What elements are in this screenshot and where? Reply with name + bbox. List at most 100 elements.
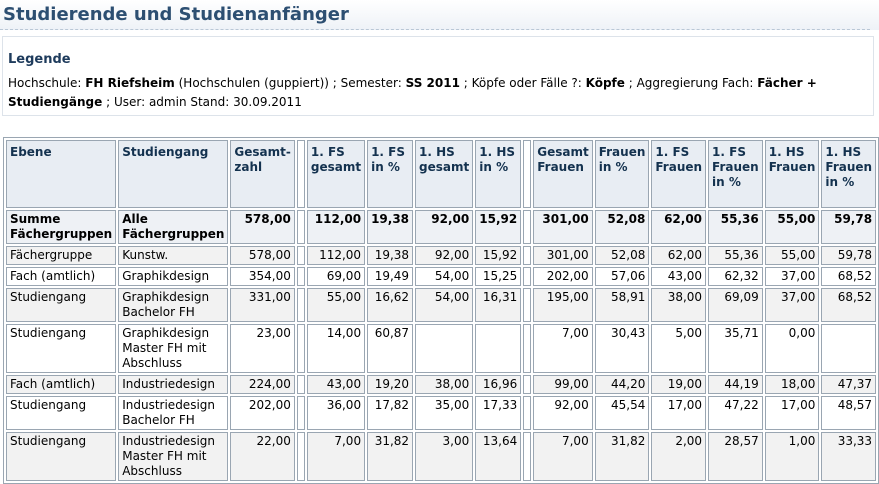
cell-hs1-pct: 15,92 xyxy=(475,246,522,265)
cell-gesamt-frauen: 92,00 xyxy=(533,396,593,430)
cell-frauen-pct: 30,43 xyxy=(594,324,650,373)
table-row: Studiengang Graphikdesign Bachelor FH 331,… xyxy=(6,288,877,322)
cell-hs1-gesamt: 54,00 xyxy=(415,267,474,286)
header-studiengang[interactable]: Studiengang xyxy=(118,140,229,208)
cell-gesamt-frauen: 301,00 xyxy=(533,246,593,265)
data-table: Ebene Studiengang Gesamt-zahl 1. FS gesa… xyxy=(3,137,879,484)
header-fs1-frauen[interactable]: 1. FS Frauen xyxy=(651,140,707,208)
header-spacer xyxy=(296,140,305,208)
cell-fs1-gesamt: 112,00 xyxy=(306,246,366,265)
cell-studiengang: Graphikdesign Bachelor FH xyxy=(118,288,229,322)
cell-hs1-frauen-pct xyxy=(821,324,877,373)
cell-ebene: Studiengang xyxy=(6,288,117,322)
cell-hs1-frauen: 37,00 xyxy=(764,267,820,286)
aggregierung-value: Fächer + Studiengänge xyxy=(8,76,817,109)
header-fs1-gesamt[interactable]: 1. FS gesamt xyxy=(306,140,366,208)
cell-fs1-frauen: 43,00 xyxy=(651,267,707,286)
cell-hs1-frauen-pct: 59,78 xyxy=(821,246,877,265)
cell-studiengang: Kunstw. xyxy=(118,246,229,265)
cell-hs1-frauen-pct: 33,33 xyxy=(821,432,877,481)
cell-ebene: Studiengang xyxy=(6,324,117,373)
header-fs1-frauen-pct[interactable]: 1. FS Frauen in % xyxy=(708,140,763,208)
cell-frauen-pct: 31,82 xyxy=(594,432,650,481)
cell-gesamtzahl: 578,00 xyxy=(230,246,295,265)
cell-hs1-gesamt: 92,00 xyxy=(415,246,474,265)
cell-spacer xyxy=(296,375,305,394)
header-hs1-pct[interactable]: 1. HS in % xyxy=(475,140,522,208)
cell-frauen-pct: 52,08 xyxy=(594,210,650,244)
cell-studiengang: Graphikdesign xyxy=(118,267,229,286)
cell-gesamtzahl: 202,00 xyxy=(230,396,295,430)
header-gesamtzahl[interactable]: Gesamt-zahl xyxy=(230,140,295,208)
header-ebene[interactable]: Ebene xyxy=(6,140,117,208)
cell-hs1-gesamt: 3,00 xyxy=(415,432,474,481)
cell-spacer xyxy=(523,210,532,244)
cell-spacer xyxy=(523,267,532,286)
cell-spacer xyxy=(523,288,532,322)
cell-fs1-frauen-pct: 55,36 xyxy=(708,210,763,244)
cell-fs1-gesamt: 112,00 xyxy=(306,210,366,244)
cell-fs1-pct: 17,82 xyxy=(367,396,414,430)
cell-hs1-frauen: 37,00 xyxy=(764,288,820,322)
legend-text: Hochschule: FH Riefsheim (Hochschulen (g… xyxy=(8,74,828,112)
cell-spacer xyxy=(296,396,305,430)
cell-ebene: Fach (amtlich) xyxy=(6,375,117,394)
header-frauen-pct[interactable]: Frauen in % xyxy=(594,140,650,208)
cell-gesamt-frauen: 7,00 xyxy=(533,324,593,373)
cell-frauen-pct: 57,06 xyxy=(594,267,650,286)
cell-hs1-gesamt: 38,00 xyxy=(415,375,474,394)
cell-ebene: Fach (amtlich) xyxy=(6,267,117,286)
cell-frauen-pct: 44,20 xyxy=(594,375,650,394)
cell-fs1-frauen: 62,00 xyxy=(651,210,707,244)
cell-fs1-frauen-pct: 55,36 xyxy=(708,246,763,265)
aggregierung-label: ; Aggregierung Fach: xyxy=(628,76,754,90)
koepfe-label: ; Köpfe oder Fälle ?: xyxy=(463,76,582,90)
cell-hs1-frauen-pct: 48,57 xyxy=(821,396,877,430)
cell-hs1-pct: 15,92 xyxy=(475,210,522,244)
table-row: Fächergruppe Kunstw. 578,00 112,00 19,38 92,0… xyxy=(6,246,877,265)
cell-spacer xyxy=(523,246,532,265)
title-divider xyxy=(0,29,870,30)
cell-spacer xyxy=(296,432,305,481)
cell-hs1-pct: 13,64 xyxy=(475,432,522,481)
cell-fs1-pct: 19,38 xyxy=(367,246,414,265)
cell-fs1-frauen: 2,00 xyxy=(651,432,707,481)
cell-hs1-pct: 15,25 xyxy=(475,267,522,286)
cell-hs1-gesamt: 35,00 xyxy=(415,396,474,430)
header-hs1-frauen[interactable]: 1. HS Frauen xyxy=(764,140,820,208)
legend-box: Legende Hochschule: FH Riefsheim (Hochsc… xyxy=(2,36,874,116)
cell-fs1-frauen-pct: 47,22 xyxy=(708,396,763,430)
header-spacer xyxy=(523,140,532,208)
header-hs1-frauen-pct[interactable]: 1. HS Frauen in % xyxy=(821,140,877,208)
cell-gesamt-frauen: 301,00 xyxy=(533,210,593,244)
koepfe-value: Köpfe xyxy=(585,76,625,90)
cell-gesamtzahl: 331,00 xyxy=(230,288,295,322)
cell-spacer xyxy=(296,267,305,286)
cell-hs1-frauen: 18,00 xyxy=(764,375,820,394)
cell-spacer xyxy=(296,210,305,244)
cell-gesamtzahl: 23,00 xyxy=(230,324,295,373)
header-fs1-pct[interactable]: 1. FS in % xyxy=(367,140,414,208)
table-row: Fach (amtlich) Graphikdesign 354,00 69,00 19… xyxy=(6,267,877,286)
cell-gesamt-frauen: 195,00 xyxy=(533,288,593,322)
cell-hs1-frauen-pct: 47,37 xyxy=(821,375,877,394)
hochschule-value: FH Riefsheim xyxy=(85,76,175,90)
table-row: Fach (amtlich) Industriedesign 224,00 43,00… xyxy=(6,375,877,394)
cell-fs1-gesamt: 43,00 xyxy=(306,375,366,394)
cell-hs1-frauen: 55,00 xyxy=(764,210,820,244)
page-title: Studierende und Studienanfänger xyxy=(3,4,349,25)
cell-fs1-frauen-pct: 28,57 xyxy=(708,432,763,481)
cell-ebene: Studiengang xyxy=(6,432,117,481)
cell-gesamt-frauen: 202,00 xyxy=(533,267,593,286)
cell-fs1-gesamt: 69,00 xyxy=(306,267,366,286)
cell-spacer xyxy=(523,375,532,394)
cell-fs1-gesamt: 55,00 xyxy=(306,288,366,322)
header-gesamt-frauen[interactable]: Gesamt Frauen xyxy=(533,140,593,208)
cell-hs1-frauen: 17,00 xyxy=(764,396,820,430)
cell-hs1-frauen: 55,00 xyxy=(764,246,820,265)
cell-spacer xyxy=(523,432,532,481)
header-row: Ebene Studiengang Gesamt-zahl 1. FS gesa… xyxy=(6,140,877,208)
cell-studiengang: Industriedesign Bachelor FH xyxy=(118,396,229,430)
cell-fs1-frauen: 5,00 xyxy=(651,324,707,373)
header-hs1-gesamt[interactable]: 1. HS gesamt xyxy=(415,140,474,208)
